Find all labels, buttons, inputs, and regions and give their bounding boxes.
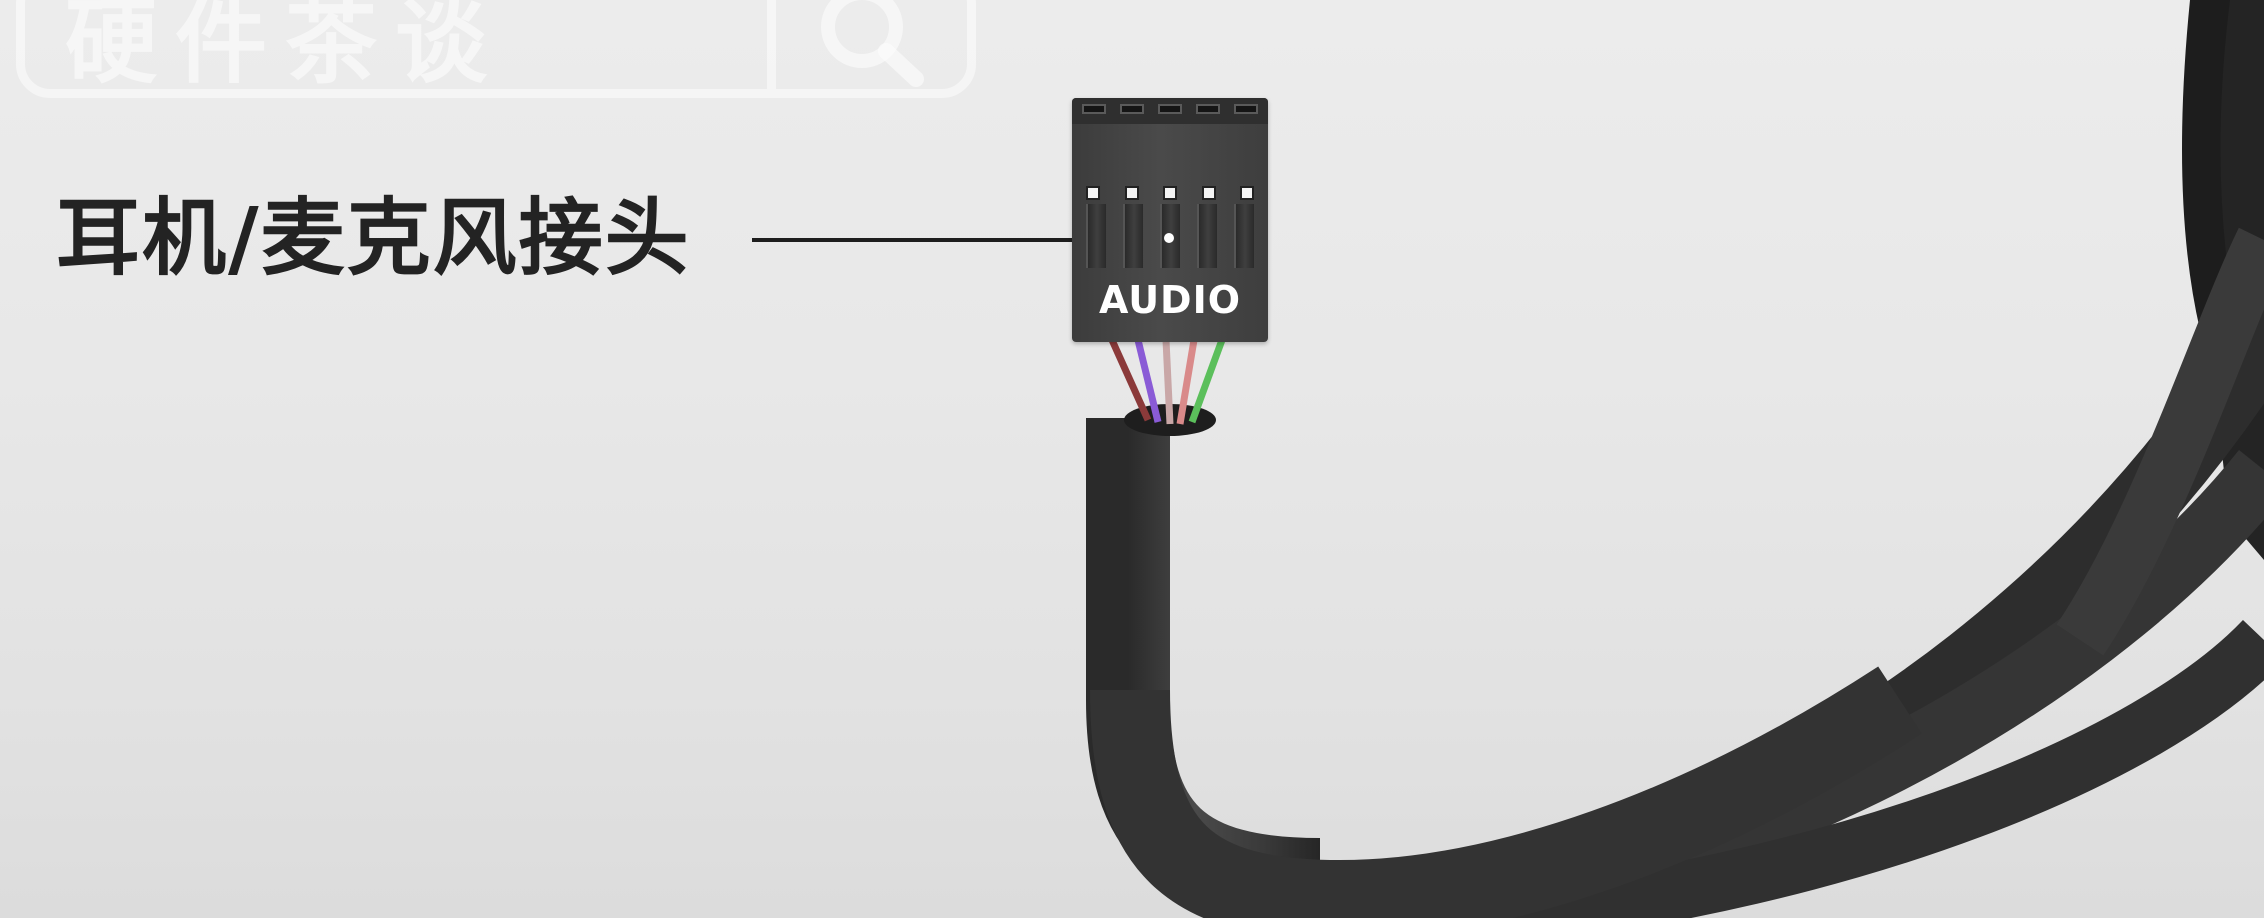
wire-pink — [1176, 339, 1198, 425]
audio-connector: AUDIO — [1072, 98, 1268, 342]
leader-line — [752, 238, 1168, 242]
watermark-text: 硬件茶谈 — [65, 0, 506, 96]
pin-hole — [1234, 104, 1258, 114]
pin-holes-top — [1082, 104, 1258, 118]
callout-label: 耳机/麦克风接头 — [56, 189, 691, 287]
main-cable-lower — [1090, 666, 1922, 918]
pin-hole — [1196, 104, 1220, 114]
background-cable-right-b — [2182, 0, 2232, 330]
pin-window — [1124, 186, 1139, 200]
pin-window — [1240, 186, 1254, 200]
search-icon — [821, 0, 924, 87]
leader-dot — [1164, 233, 1174, 243]
background-cable-loop-3 — [1496, 619, 2264, 918]
wire-brown — [1108, 338, 1152, 422]
wire-purple — [1134, 339, 1162, 423]
pin-groove — [1086, 204, 1106, 268]
pin-groove — [1234, 204, 1254, 268]
watermark: 硬件茶谈 — [16, 0, 976, 98]
pin-groove — [1123, 204, 1143, 268]
pin-window — [1201, 186, 1216, 200]
watermark-search-box — [767, 0, 967, 89]
wire-pink-light — [1162, 339, 1174, 425]
pin-windows — [1086, 186, 1254, 200]
pin-groove — [1197, 204, 1217, 268]
pin-hole — [1082, 104, 1106, 114]
connector-top — [1072, 98, 1268, 124]
pin-window — [1086, 186, 1100, 200]
background-cable-loop-4 — [2056, 227, 2264, 656]
connector-label: AUDIO — [1098, 278, 1242, 322]
pin-window — [1163, 186, 1177, 200]
pin-hole — [1158, 104, 1182, 114]
wire-green — [1188, 338, 1226, 424]
pin-hole — [1120, 104, 1144, 114]
